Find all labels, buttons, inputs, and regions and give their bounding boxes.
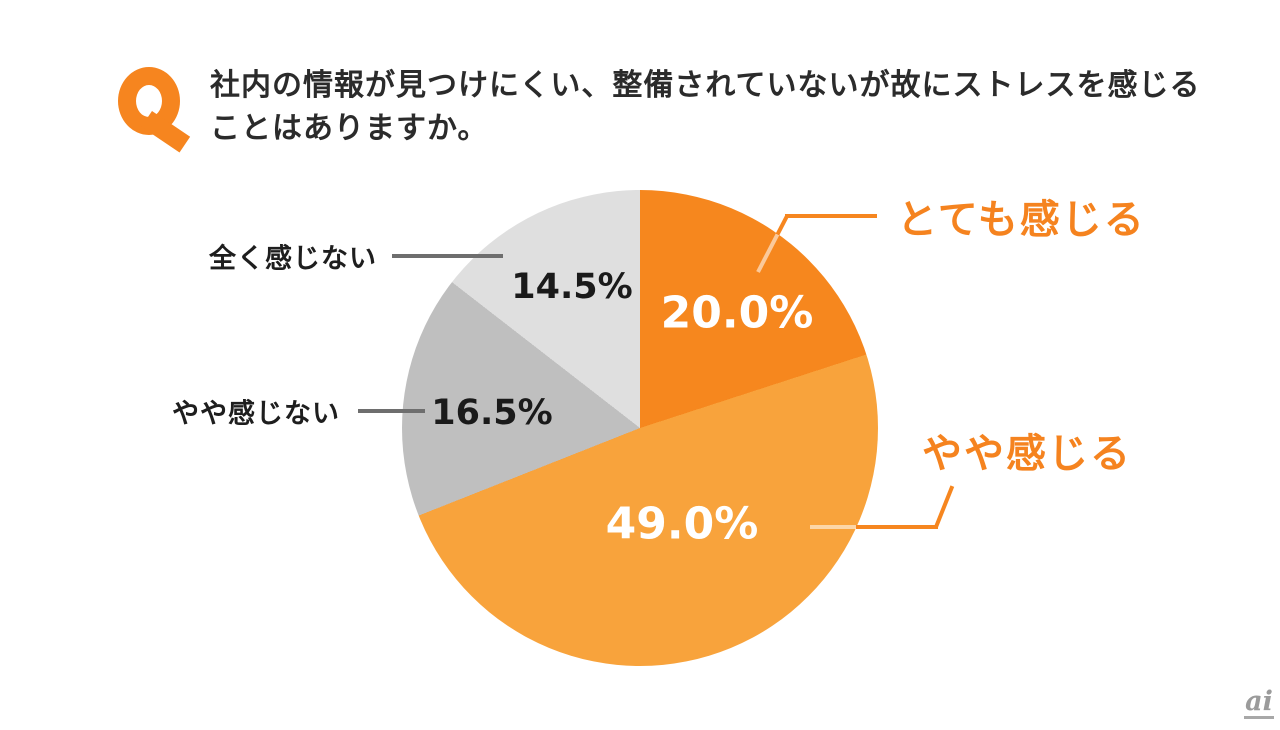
callout-line-yaya-kanjiru-horizontal xyxy=(810,525,938,529)
callout-line-yaya-kanjinai xyxy=(358,409,425,413)
slice-label-totemo-kanjiru: とても感じる xyxy=(897,197,1146,243)
question-title: 社内の情報が見つけにくい、整備されていないが故にストレスを感じる ことはあります… xyxy=(210,64,1201,150)
slice-label-yaya-kanjiru: やや感じる xyxy=(922,431,1132,477)
question-title-line2: ことはありますか。 xyxy=(210,111,489,146)
pie-chart xyxy=(402,190,878,666)
ai-logo: ai xyxy=(1244,688,1274,719)
question-mark-icon xyxy=(118,67,198,153)
callout-line-mattaku-kanjinai xyxy=(392,254,503,258)
ai-logo-text: ai xyxy=(1245,686,1273,717)
slice-value-totemo: 20.0% xyxy=(660,287,814,339)
question-title-line1: 社内の情報が見つけにくい、整備されていないが故にストレスを感じる xyxy=(210,68,1201,103)
slice-value-yaya-kanjiru: 49.0% xyxy=(605,498,759,550)
slice-value-yaya-kanjinai: 16.5% xyxy=(431,393,553,433)
slice-value-mattaku-kanjinai: 14.5% xyxy=(511,267,633,307)
callout-line-totemo-horizontal xyxy=(785,214,877,218)
ai-logo-caption-bar xyxy=(1244,716,1274,719)
slice-label-mattaku-kanjinai: 全く感じない xyxy=(209,243,377,275)
callout-line-yaya-kanjiru-diagonal xyxy=(934,485,955,528)
slice-label-yaya-kanjinai: やや感じない xyxy=(172,398,340,430)
